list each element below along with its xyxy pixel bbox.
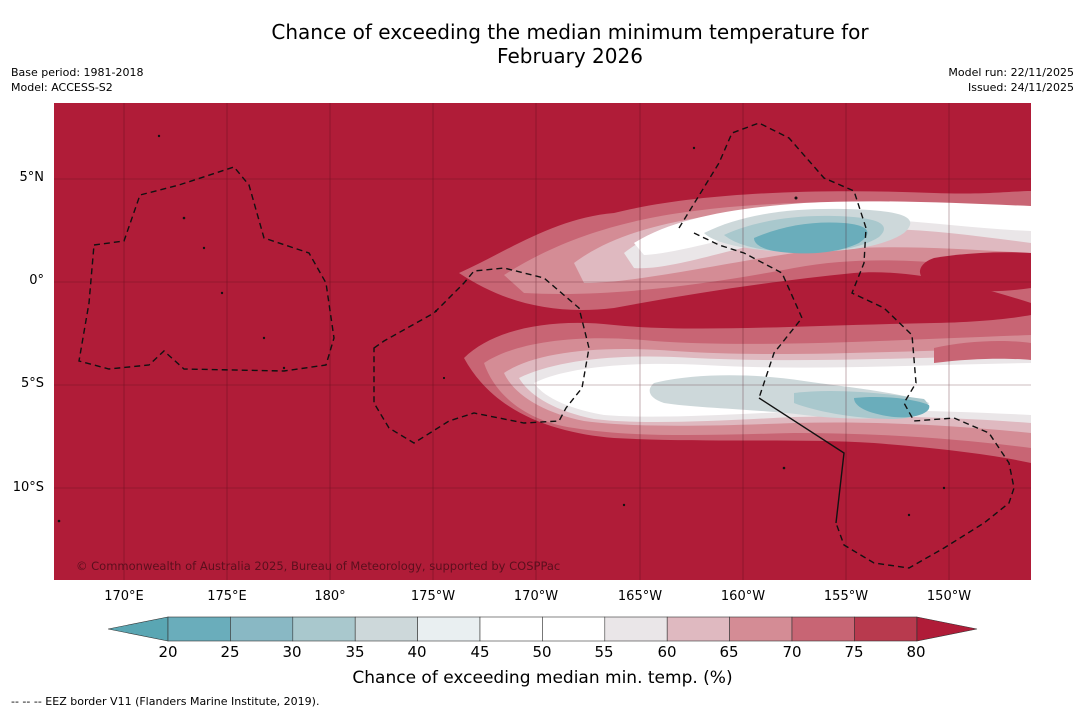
colorbar-segment [791, 616, 855, 642]
lon-label-165w: 165°W [617, 589, 663, 604]
eez-solid-border [758, 397, 845, 524]
map-canvas [54, 103, 1031, 580]
title-line-1: Chance of exceeding the median minimum t… [271, 20, 869, 44]
colorbar-segment [417, 616, 481, 642]
colorbar-segment [479, 616, 543, 642]
island-specks [57, 134, 946, 523]
lon-label-170w: 170°W [513, 589, 559, 604]
page-title: Chance of exceeding the median minimum t… [0, 20, 1085, 68]
colorbar-tick: 35 [345, 643, 365, 661]
copyright-notice: © Commonwealth of Australia 2025, Bureau… [76, 559, 561, 573]
model-name: Model: ACCESS-S2 [11, 81, 113, 94]
colorbar-tick: 55 [594, 643, 614, 661]
southern-anomaly-band [464, 315, 1031, 463]
colorbar-segment [292, 616, 356, 642]
colorbar-tick: 75 [844, 643, 864, 661]
graticule [54, 103, 1031, 580]
colorbar-segments [167, 616, 918, 642]
colorbar-tick: 60 [657, 643, 677, 661]
lat-label-0: 0° [29, 273, 44, 288]
eez-footnote: -- -- -- EEZ border V11 (Flanders Marine… [11, 695, 320, 708]
colorbar-tick: 25 [220, 643, 240, 661]
colorbar-tick: 45 [470, 643, 490, 661]
lon-label-155w: 155°W [823, 589, 869, 604]
colorbar-tick: 20 [158, 643, 178, 661]
lat-label-5s: 5°S [20, 376, 44, 391]
northern-anomaly-band [459, 191, 1031, 310]
lon-label-170e: 170°E [104, 589, 144, 604]
colorbar-segment [729, 616, 793, 642]
lat-label-10s: 10°S [12, 480, 44, 495]
colorbar-segment [230, 616, 294, 642]
lon-label-180: 180° [314, 589, 346, 604]
colorbar-high-arrow [916, 616, 978, 642]
colorbar-tick: 40 [407, 643, 427, 661]
lon-label-175e: 175°E [207, 589, 247, 604]
eez-borders [78, 122, 1015, 569]
model-run: Model run: 22/11/2025 [948, 66, 1074, 79]
lat-label-5n: 5°N [19, 170, 45, 185]
colorbar [108, 616, 978, 642]
colorbar-segment [604, 616, 668, 642]
colorbar-segment [542, 616, 606, 642]
colorbar-tick: 65 [719, 643, 739, 661]
colorbar-tick: 80 [906, 643, 926, 661]
meta-right: Model run: 22/11/2025 Issued: 24/11/2025 [948, 65, 1074, 95]
colorbar-tick: 50 [532, 643, 552, 661]
title-line-2: February 2026 [497, 44, 643, 68]
colorbar-segment [666, 616, 730, 642]
colorbar-low-arrow [108, 616, 169, 642]
lon-label-160w: 160°W [720, 589, 766, 604]
map-panel: © Commonwealth of Australia 2025, Bureau… [54, 103, 1031, 580]
meta-left: Base period: 1981-2018 Model: ACCESS-S2 [11, 65, 143, 95]
colorbar-segment [354, 616, 418, 642]
lon-label-175w: 175°W [410, 589, 456, 604]
issued-date: Issued: 24/11/2025 [967, 81, 1074, 94]
colorbar-segment [167, 616, 231, 642]
lon-label-150w: 150°W [926, 589, 972, 604]
colorbar-segment [854, 616, 918, 642]
colorbar-tick: 70 [782, 643, 802, 661]
colorbar-label: Chance of exceeding median min. temp. (%… [352, 668, 733, 688]
base-period: Base period: 1981-2018 [11, 66, 144, 79]
colorbar-tick: 30 [282, 643, 302, 661]
